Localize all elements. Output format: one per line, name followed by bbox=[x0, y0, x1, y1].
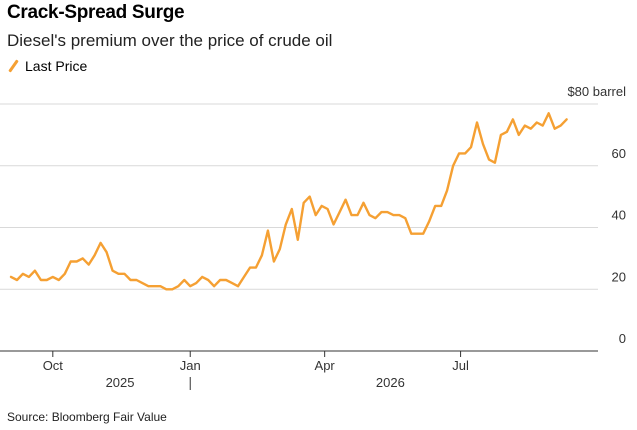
x-year-label: 2026 bbox=[376, 375, 405, 390]
x-axis-ticks: Oct Jan Apr Jul 2025 2026 bbox=[43, 351, 469, 390]
series-line-last-price bbox=[9, 112, 568, 291]
source-note: Source: Bloomberg Fair Value bbox=[7, 410, 167, 424]
y-tick-label: 40 bbox=[612, 208, 626, 223]
y-axis-labels: 0 20 40 60 $80 barrel bbox=[567, 84, 626, 346]
x-tick-label: Jul bbox=[452, 358, 469, 373]
line-chart: 0 20 40 60 $80 barrel Oct Jan Apr Jul 2025 2026 bbox=[0, 84, 626, 390]
x-tick-label: Jan bbox=[180, 358, 201, 373]
y-tick-label: 60 bbox=[612, 146, 626, 161]
chart-title: Crack-Spread Surge bbox=[7, 2, 185, 23]
series-layer bbox=[9, 112, 568, 291]
legend-label: Last Price bbox=[25, 58, 88, 74]
x-tick-label: Oct bbox=[43, 358, 64, 373]
y-tick-label: 20 bbox=[612, 269, 626, 284]
y-tick-label: 0 bbox=[619, 331, 626, 346]
chart-subtitle: Diesel's premium over the price of crude… bbox=[7, 31, 333, 50]
x-year-label: 2025 bbox=[106, 375, 135, 390]
x-tick-label: Apr bbox=[315, 358, 336, 373]
legend: Last Price bbox=[7, 58, 87, 74]
y-tick-label: $80 barrel bbox=[567, 84, 626, 99]
